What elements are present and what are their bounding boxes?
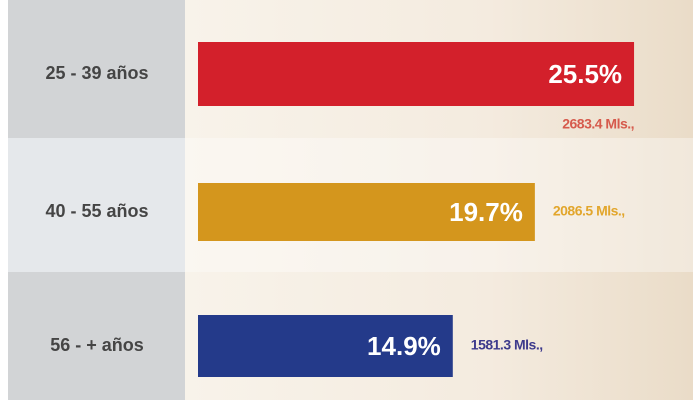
category-label: 56 - + años xyxy=(50,335,144,355)
page: 25 - 39 años 25.5% 2683.4 Mls., 40 - 55 año… xyxy=(0,0,693,405)
amount-label: 1581.3 Mls., xyxy=(471,337,543,353)
amount-label: 2683.4 Mls., xyxy=(562,116,634,132)
value-label: 25.5% xyxy=(548,59,622,89)
category-label: 40 - 55 años xyxy=(45,201,148,221)
value-label: 19.7% xyxy=(449,197,523,227)
category-label: 25 - 39 años xyxy=(45,63,148,83)
chart: 25 - 39 años 25.5% 2683.4 Mls., 40 - 55 año… xyxy=(0,0,693,405)
value-label: 14.9% xyxy=(367,331,441,361)
amount-label: 2086.5 Mls., xyxy=(553,203,625,219)
